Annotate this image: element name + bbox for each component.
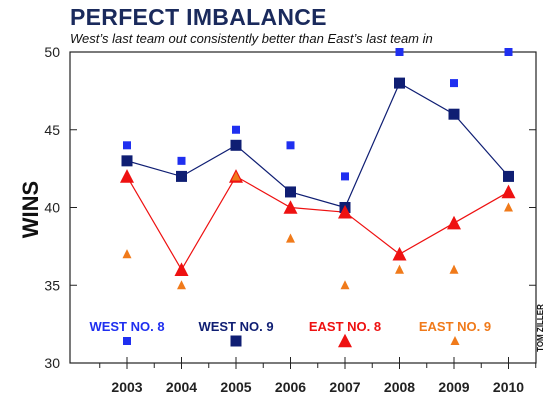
y-tick-label: 45: [44, 122, 60, 138]
east-no-8-point: [283, 200, 298, 214]
west-no-9-point: [176, 170, 187, 182]
west-no-8-point: [232, 125, 240, 134]
west-no-9-point: [230, 139, 242, 151]
legend-label-east-no-8: EAST NO. 8: [309, 319, 381, 334]
east-no-9-point: [340, 280, 350, 290]
x-tick-label: 2005: [220, 379, 251, 395]
west-no-9-point: [285, 186, 296, 198]
x-tick-label: 2004: [166, 379, 197, 395]
x-tick-label: 2003: [111, 379, 142, 395]
west-no-9-point: [448, 108, 460, 120]
east-no-8-line: [126, 175, 509, 271]
legend-marker-east-no-9: [450, 335, 460, 346]
legend-label-west-no-9: WEST NO. 9: [198, 319, 273, 334]
y-tick-label: 40: [44, 200, 60, 216]
west-no-8-point: [123, 141, 131, 150]
east-no-8-point: [174, 262, 189, 276]
east-no-9-point: [231, 171, 241, 181]
x-tick-label: 2010: [493, 379, 524, 395]
credit-label: TOM ZILLER: [536, 304, 545, 352]
west-no-9-point: [503, 170, 514, 182]
legend-marker-west-no-9: [230, 335, 242, 347]
east-no-9-point: [449, 264, 459, 274]
legend-marker-east-no-8: [338, 333, 352, 348]
x-tick-label: 2007: [329, 379, 360, 395]
west-no-9-point: [394, 77, 405, 89]
east-no-8-point: [392, 246, 407, 261]
legend-label-west-no-8: WEST NO. 8: [89, 319, 164, 334]
legend-marker-west-no-8: [123, 337, 131, 345]
chart-title: PERFECT IMBALANCE: [70, 4, 327, 30]
y-tick-label: 30: [44, 355, 60, 371]
west-no-8-point: [504, 48, 513, 56]
west-no-8-point: [450, 79, 458, 88]
west-no-8-point: [395, 48, 404, 56]
east-no-8-point: [501, 184, 516, 199]
x-tick-label: 2006: [275, 379, 306, 395]
y-axis-label: WINS: [18, 181, 43, 238]
west-no-8-point: [177, 156, 186, 165]
x-tick-label: 2009: [438, 379, 469, 395]
east-no-8-point: [447, 215, 461, 230]
east-no-8-point: [338, 204, 352, 219]
west-no-9-line: [126, 82, 509, 209]
west-no-9-point: [121, 155, 133, 167]
chart-subtitle: West’s last team out consistently better…: [70, 31, 433, 46]
east-no-8-point: [120, 169, 134, 183]
y-tick-label: 50: [44, 44, 60, 60]
east-no-9-point: [177, 280, 186, 290]
east-no-9-point: [122, 249, 132, 259]
legend-label-east-no-9: EAST NO. 9: [419, 319, 491, 334]
x-tick-label: 2008: [384, 379, 415, 395]
plot-frame: [69, 51, 537, 364]
east-no-9-point: [286, 233, 295, 243]
east-no-9-point: [395, 264, 404, 274]
west-no-8-point: [286, 141, 295, 150]
east-no-9-point: [504, 202, 513, 212]
y-tick-label: 35: [44, 277, 60, 293]
west-no-8-point: [341, 172, 349, 181]
